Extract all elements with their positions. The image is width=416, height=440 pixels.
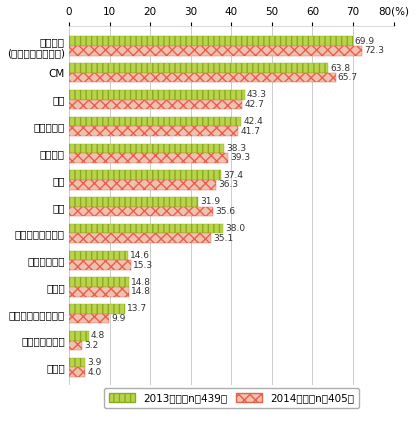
Bar <box>69 207 213 216</box>
Bar <box>69 341 82 350</box>
Text: 4.0: 4.0 <box>87 368 102 377</box>
Text: 72.3: 72.3 <box>364 46 384 55</box>
Text: 4.8: 4.8 <box>91 331 105 340</box>
Text: 31.9: 31.9 <box>201 198 220 206</box>
Text: 63.8: 63.8 <box>330 63 350 73</box>
Text: 38.0: 38.0 <box>225 224 245 233</box>
Bar <box>69 197 198 207</box>
Bar <box>69 234 211 243</box>
Text: 14.8: 14.8 <box>131 287 151 297</box>
Text: 14.6: 14.6 <box>130 251 150 260</box>
Legend: 2013年度（n＝439）, 2014年度（n＝405）: 2013年度（n＝439）, 2014年度（n＝405） <box>104 388 359 408</box>
Text: 42.4: 42.4 <box>243 117 263 126</box>
Bar <box>69 143 225 153</box>
Text: 3.9: 3.9 <box>87 358 102 367</box>
Bar <box>69 170 221 180</box>
Text: 39.3: 39.3 <box>230 154 251 162</box>
Bar <box>69 358 85 367</box>
Bar <box>69 260 131 270</box>
Text: 35.6: 35.6 <box>215 207 235 216</box>
Bar <box>69 63 328 73</box>
Text: 65.7: 65.7 <box>338 73 358 82</box>
Bar <box>69 367 85 377</box>
Text: 15.3: 15.3 <box>133 260 154 270</box>
Text: 13.7: 13.7 <box>127 304 147 313</box>
Bar <box>69 153 228 163</box>
Bar <box>69 117 241 126</box>
Text: 14.8: 14.8 <box>131 278 151 287</box>
Text: 9.9: 9.9 <box>111 314 126 323</box>
Bar <box>69 99 242 109</box>
Text: 3.2: 3.2 <box>84 341 98 350</box>
Bar <box>69 180 216 190</box>
Bar <box>69 331 89 341</box>
Bar <box>69 37 353 46</box>
Text: 41.7: 41.7 <box>240 127 260 136</box>
Text: 42.7: 42.7 <box>244 100 264 109</box>
Text: 43.3: 43.3 <box>247 90 267 99</box>
Bar <box>69 277 129 287</box>
Text: 69.9: 69.9 <box>354 37 375 46</box>
Bar <box>69 314 109 323</box>
Text: 35.1: 35.1 <box>213 234 234 243</box>
Text: 38.3: 38.3 <box>226 144 247 153</box>
Bar <box>69 224 223 234</box>
Text: 37.4: 37.4 <box>223 171 243 180</box>
Bar <box>69 90 245 99</box>
Bar <box>69 251 128 260</box>
Bar <box>69 46 362 56</box>
Bar <box>69 287 129 297</box>
Bar <box>69 73 336 82</box>
Bar <box>69 304 125 314</box>
Bar <box>69 126 238 136</box>
Text: 36.3: 36.3 <box>218 180 238 189</box>
